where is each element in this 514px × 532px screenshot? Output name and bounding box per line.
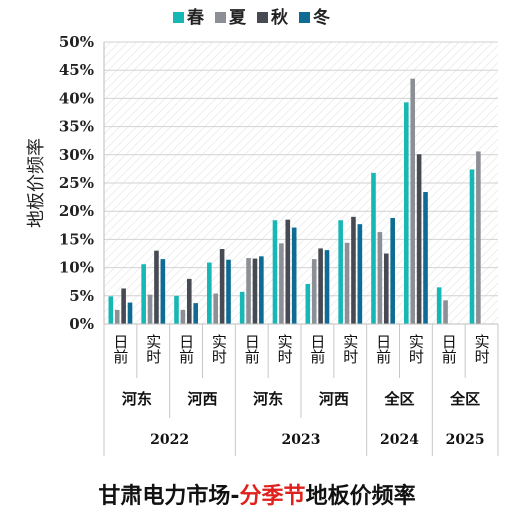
y-tick-label: 50% xyxy=(59,33,94,51)
bar-春 xyxy=(305,283,311,324)
y-tick-label: 0% xyxy=(69,315,94,333)
x-category-label: 日前 xyxy=(374,334,392,365)
y-tick-label: 40% xyxy=(59,89,94,107)
bar-春 xyxy=(239,291,245,324)
bar-夏 xyxy=(114,309,120,324)
bar-冬 xyxy=(390,217,395,324)
bar-秋 xyxy=(186,278,192,324)
bar-春 xyxy=(469,169,475,324)
bar-春 xyxy=(371,172,376,324)
x-region-label: 河西 xyxy=(187,390,217,408)
bar-秋 xyxy=(154,250,159,324)
x-region-label: 全区 xyxy=(383,390,414,408)
bar-冬 xyxy=(193,303,198,324)
x-category-label: 实时 xyxy=(407,334,425,364)
chart-title-prefix: 甘肃电力市场- xyxy=(98,484,240,509)
bar-夏 xyxy=(246,258,251,324)
bar-夏 xyxy=(311,259,317,324)
bar-夏 xyxy=(377,232,383,324)
chart-title-highlight: 分季节 xyxy=(239,484,306,509)
chart-title: 甘肃电力市场-分季节地板价频率 xyxy=(0,478,514,510)
bar-春 xyxy=(272,220,278,324)
bar-冬 xyxy=(259,256,264,324)
bar-春 xyxy=(436,287,442,324)
bar-冬 xyxy=(226,259,231,324)
bar-秋 xyxy=(416,154,422,324)
x-year-label: 2024 xyxy=(380,432,419,448)
legend-label: 夏 xyxy=(229,8,247,28)
bar-春 xyxy=(207,262,212,324)
legend-label: 冬 xyxy=(313,7,330,28)
bar-夏 xyxy=(344,242,350,324)
x-category-label: 实时 xyxy=(144,334,162,364)
y-axis-label: 地板价频率 xyxy=(26,138,47,228)
x-category-label: 实时 xyxy=(341,334,359,364)
bar-秋 xyxy=(285,219,291,324)
bar-夏 xyxy=(147,294,153,324)
bar-冬 xyxy=(160,259,166,324)
y-tick-label: 30% xyxy=(59,146,94,164)
gridlines xyxy=(103,41,498,325)
bar-秋 xyxy=(383,253,389,324)
x-category-label: 实时 xyxy=(473,334,491,364)
y-tick-label: 35% xyxy=(59,118,94,136)
bars xyxy=(108,78,481,325)
bar-夏 xyxy=(180,309,186,324)
x-category-label: 日前 xyxy=(111,334,129,365)
bar-夏 xyxy=(476,151,481,324)
y-tick-label: 5% xyxy=(69,287,94,305)
legend-swatch xyxy=(215,12,226,23)
legend-swatch xyxy=(257,12,268,23)
x-category-label: 日前 xyxy=(177,334,195,365)
bar-春 xyxy=(108,296,114,324)
x-category-label: 日前 xyxy=(243,334,261,365)
x-region-label: 河东 xyxy=(122,390,152,408)
x-category-label: 实时 xyxy=(210,334,228,364)
y-axis-ticks: 0% 5% 10% 15% 20% 25% 30% 35% 40% 45% 50% xyxy=(59,33,94,333)
bar-夏 xyxy=(213,293,219,324)
bar-秋 xyxy=(252,258,258,324)
x-region-label: 河西 xyxy=(319,390,349,408)
bar-秋 xyxy=(318,248,323,324)
bar-秋 xyxy=(121,288,126,324)
y-tick-label: 45% xyxy=(59,61,94,79)
bar-春 xyxy=(174,295,179,324)
bar-春 xyxy=(404,102,409,325)
bar-冬 xyxy=(324,250,330,324)
x-region-label: 全区 xyxy=(449,390,480,408)
bar-夏 xyxy=(443,300,448,324)
bar-冬 xyxy=(127,302,133,324)
bar-春 xyxy=(338,220,343,324)
chart-title-suffix: 地板价频率 xyxy=(305,484,416,509)
bar-秋 xyxy=(219,248,225,324)
y-tick-label: 20% xyxy=(59,202,94,220)
legend: 春夏秋冬 xyxy=(173,7,330,28)
legend-swatch xyxy=(299,12,310,23)
x-year-label: 2023 xyxy=(282,432,321,448)
bar-冬 xyxy=(423,192,428,324)
y-tick-label: 25% xyxy=(59,174,94,192)
x-year-label: 2022 xyxy=(150,432,189,448)
x-region-label: 河东 xyxy=(253,390,283,408)
x-category-label: 日前 xyxy=(308,334,326,365)
x-year-label: 2025 xyxy=(446,432,485,448)
bar-春 xyxy=(141,264,146,324)
legend-label: 春 xyxy=(187,7,204,28)
bar-夏 xyxy=(410,78,416,324)
legend-swatch xyxy=(173,12,184,23)
legend-label: 秋 xyxy=(271,7,289,28)
bar-冬 xyxy=(291,227,297,324)
bar-夏 xyxy=(279,243,284,324)
bar-冬 xyxy=(357,224,363,324)
chart: 0% 5% 10% 15% 20% 25% 30% 35% 40% 45% 50% 地板价频率 日前… xyxy=(26,7,499,456)
y-tick-label: 15% xyxy=(59,230,94,248)
bar-秋 xyxy=(351,216,356,324)
x-category-label: 日前 xyxy=(440,334,458,365)
x-category-label: 实时 xyxy=(276,334,294,364)
y-tick-label: 10% xyxy=(59,259,94,277)
